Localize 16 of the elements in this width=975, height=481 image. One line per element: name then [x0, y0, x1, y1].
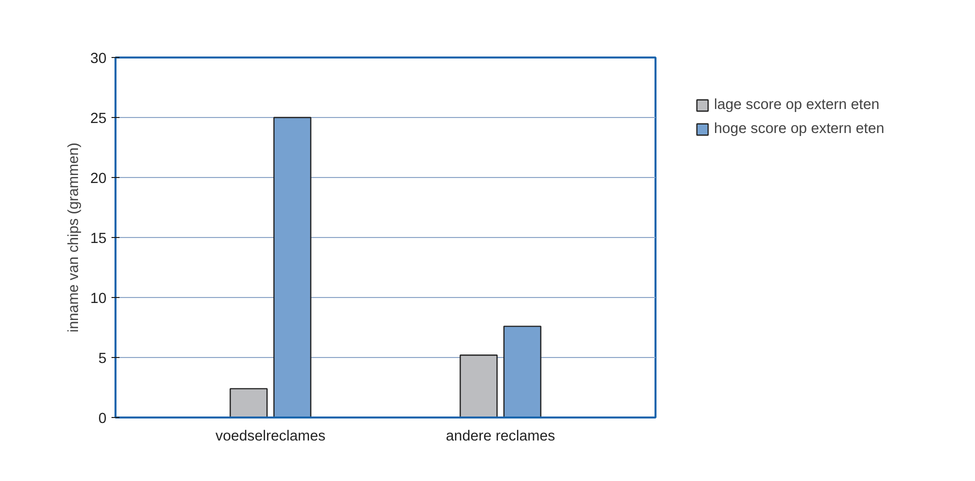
legend-label: hoge score op extern eten — [714, 121, 884, 137]
y-tick-label: 20 — [90, 171, 107, 187]
y-axis-title: inname van chips (grammen) — [66, 142, 82, 332]
y-tick-label: 5 — [98, 351, 107, 367]
y-tick-label: 15 — [90, 231, 107, 247]
legend-label: lage score op extern eten — [714, 97, 880, 113]
x-tick-label: voedselreclames — [216, 428, 326, 444]
bar — [273, 116, 312, 418]
y-tick-label: 0 — [98, 411, 107, 427]
y-tick-label: 25 — [90, 111, 107, 127]
bar — [460, 354, 498, 418]
bar — [503, 326, 542, 418]
y-tick-label: 30 — [90, 51, 107, 67]
x-tick-label: andere reclames — [446, 428, 556, 444]
bar — [230, 388, 268, 418]
y-tick-label: 10 — [90, 291, 107, 307]
